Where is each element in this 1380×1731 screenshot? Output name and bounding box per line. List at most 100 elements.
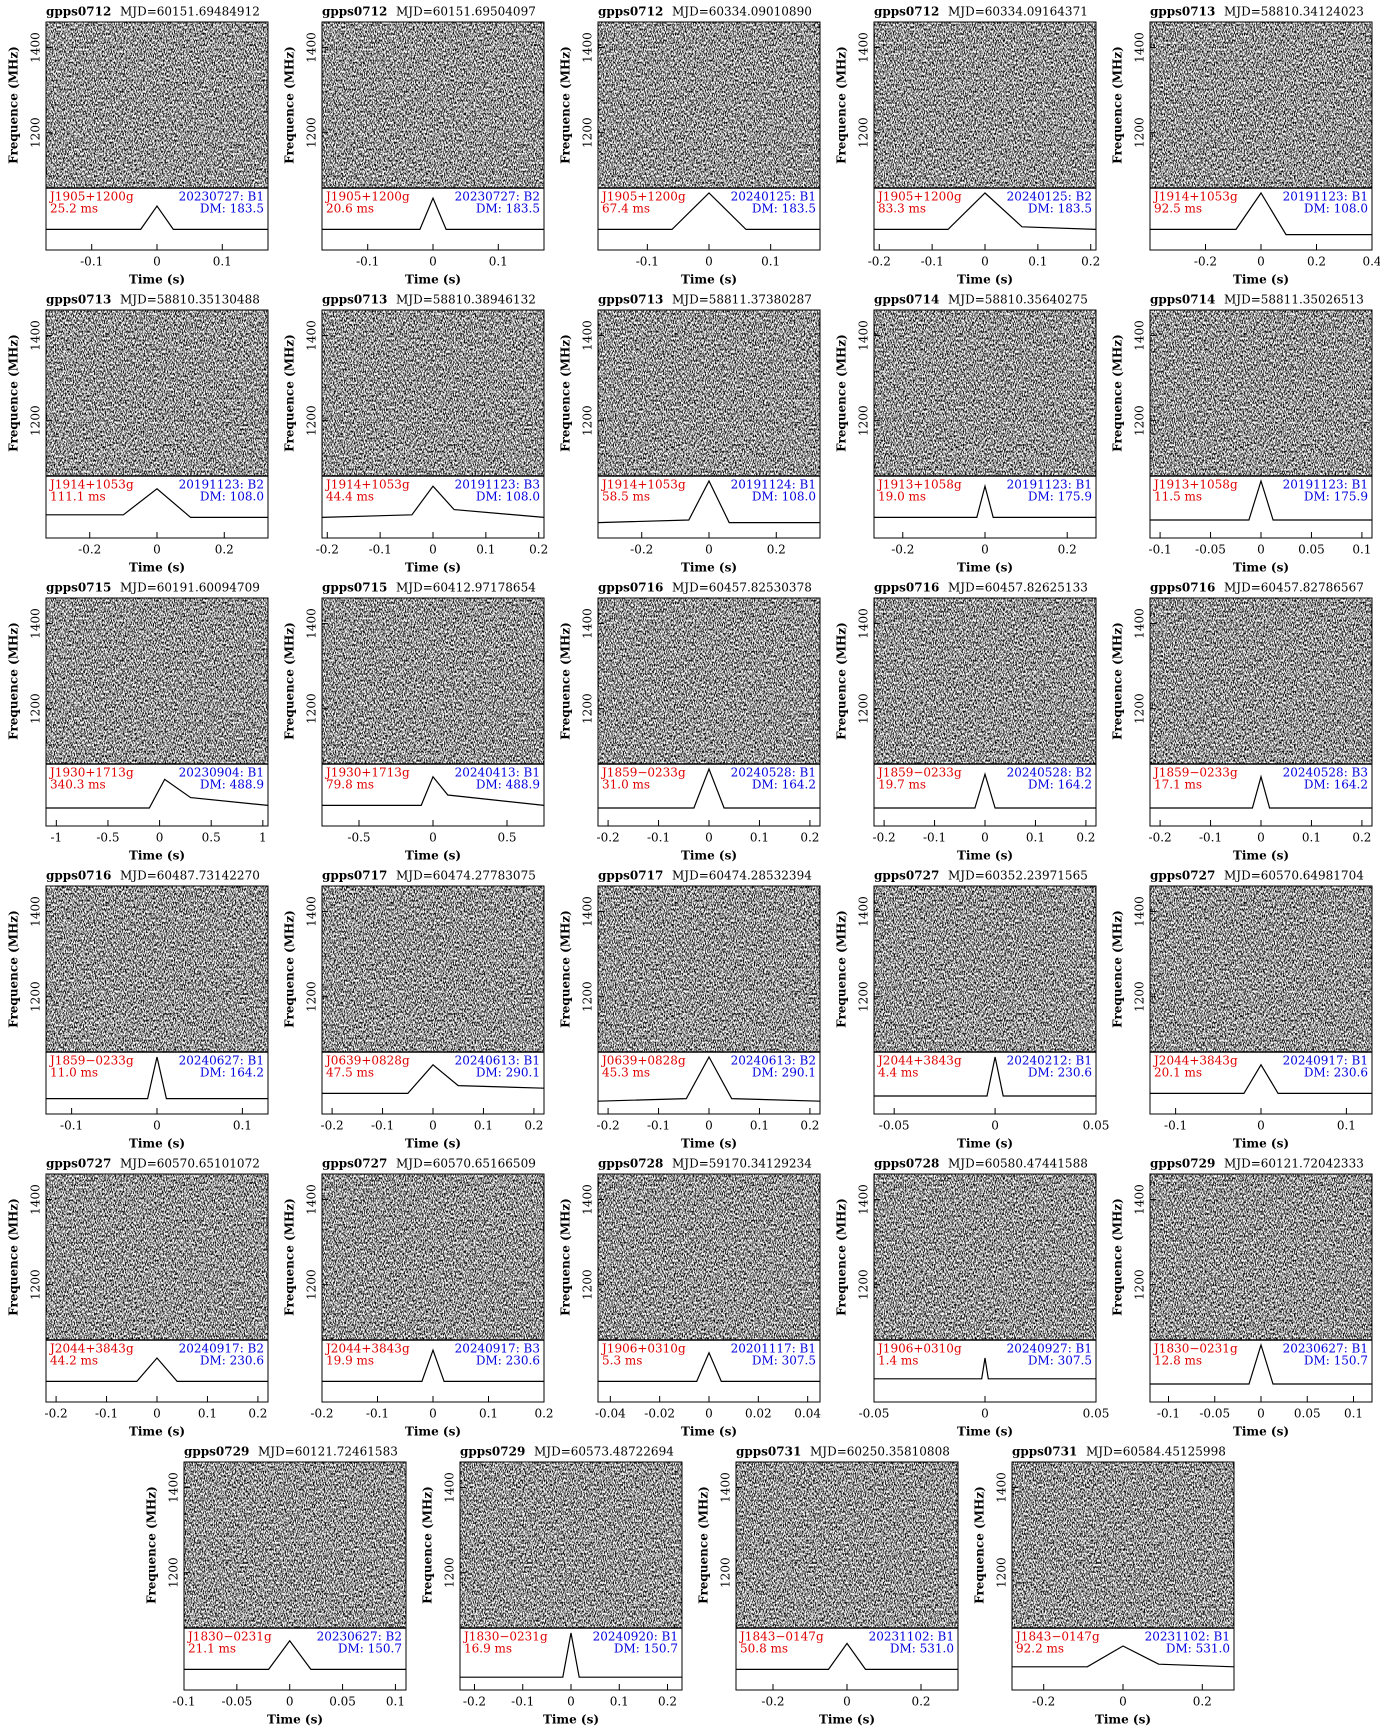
source-name: J1905+1200g [48, 190, 134, 204]
mjd: MJD=60191.60094709 [120, 581, 260, 595]
dispersion-measure: DM: 183.5 [752, 202, 816, 216]
x-tick-label: 0.05 [1083, 1119, 1110, 1133]
x-tick-label: 0.1 [1337, 1119, 1356, 1133]
panel: gpps0712 MJD=60151.69484912 1200 1400 Freque… [7, 5, 269, 287]
pulse-width: 92.5 ms [1154, 202, 1202, 216]
x-tick-label: 0 [843, 1695, 851, 1709]
panel: gpps0729 MJD=60121.72042333 1200 1400 Freque… [1111, 1157, 1373, 1439]
x-tick-label: -0.1 [356, 255, 379, 269]
y-tick-label: 1400 [719, 1472, 733, 1503]
pulse-profile [46, 204, 268, 230]
x-tick-label: 0 [429, 543, 437, 557]
x-tick-label: 0.04 [794, 1407, 821, 1421]
x-tick-label: 0.2 [1307, 255, 1326, 269]
mjd: MJD=60412.97178654 [396, 581, 536, 595]
x-tick-label: -0.1 [371, 1119, 394, 1133]
pulse-width: 79.8 ms [326, 778, 374, 792]
obs-date-beam: 20240528: B1 [731, 766, 816, 780]
panel-id: gpps0729 [184, 1445, 249, 1459]
pulse-profile [321, 485, 545, 518]
obs-date-beam: 20230904: B1 [179, 766, 264, 780]
obs-date-beam: 20240627: B1 [179, 1054, 264, 1068]
obs-date-beam: 20240528: B2 [1007, 766, 1092, 780]
panel-id: gpps0716 [874, 581, 939, 595]
y-axis-label: Frequence (MHz) [7, 910, 21, 1028]
x-tick-label: 0 [429, 1119, 437, 1133]
source-name: J1914+1053g [324, 478, 410, 492]
source-name: J1905+1200g [600, 190, 686, 204]
obs-date-beam: 20240920: B1 [593, 1630, 678, 1644]
x-tick-label: 0 [1257, 1407, 1265, 1421]
source-name: J1930+1713g [324, 766, 410, 780]
source-name: J1914+1053g [600, 478, 686, 492]
pulse-width: 17.1 ms [1154, 778, 1202, 792]
panel: gpps0712 MJD=60151.69504097 1200 1400 Freque… [283, 5, 545, 287]
pulse-profile [1150, 478, 1372, 521]
y-axis-label: Frequence (MHz) [1111, 910, 1125, 1028]
y-tick-label: 1200 [29, 117, 43, 148]
dispersion-measure: DM: 290.1 [752, 1066, 816, 1080]
pulse-profile [874, 1056, 1096, 1097]
x-tick-label: 0.1 [1302, 831, 1321, 845]
spectrum-frame [873, 885, 1097, 1115]
dispersion-measure: DM: 183.5 [476, 202, 540, 216]
pulse-profile [598, 767, 820, 809]
mjd: MJD=59170.34129234 [672, 1157, 812, 1171]
mjd: MJD=60334.09164371 [948, 5, 1088, 19]
x-tick-label: -0.1 [1149, 543, 1172, 557]
x-axis-label: Time (s) [957, 1425, 1013, 1439]
panel-id: gpps0727 [46, 1157, 111, 1171]
mjd: MJD=60352.23971565 [948, 869, 1088, 883]
obs-date-beam: 20191123: B3 [455, 478, 540, 492]
panel-id: gpps0716 [1150, 581, 1215, 595]
y-axis-label: Frequence (MHz) [835, 46, 849, 164]
x-axis-label: Time (s) [267, 1713, 323, 1727]
x-tick-label: -0.2 [873, 831, 896, 845]
dispersion-measure: DM: 183.5 [1028, 202, 1092, 216]
x-tick-label: -0.1 [1164, 1119, 1187, 1133]
y-tick-label: 1400 [305, 320, 319, 351]
dispersion-measure: DM: 230.6 [200, 1354, 264, 1368]
panel: gpps0715 MJD=60191.60094709 1200 1400 Freque… [7, 581, 269, 863]
dispersion-measure: DM: 108.0 [476, 490, 540, 504]
x-tick-label: -0.1 [923, 831, 946, 845]
dynamic-spectrum [322, 310, 544, 476]
pulse-width: 5.3 ms [602, 1354, 642, 1368]
source-name: J0639+0828g [324, 1054, 410, 1068]
x-axis-label: Time (s) [681, 561, 737, 575]
dispersion-measure: DM: 488.9 [476, 778, 540, 792]
pulse-width: 11.0 ms [50, 1066, 98, 1080]
x-axis-label: Time (s) [957, 849, 1013, 863]
x-tick-label: 0.1 [213, 255, 232, 269]
mjd: MJD=58811.37380287 [672, 293, 812, 307]
dynamic-spectrum [1150, 886, 1372, 1052]
x-tick-label: 0 [705, 543, 713, 557]
pulse-profile [46, 1357, 268, 1382]
x-tick-label: 0.1 [474, 1119, 493, 1133]
x-tick-label: -0.2 [310, 1407, 333, 1421]
pulse-profile [598, 1351, 820, 1382]
panel: gpps0716 MJD=60457.82530378 1200 1400 Freque… [559, 581, 821, 863]
obs-date-beam: 20240917: B2 [179, 1342, 264, 1356]
x-tick-label: 0.1 [750, 831, 769, 845]
y-tick-label: 1200 [857, 405, 871, 436]
panel-id: gpps0727 [1150, 869, 1215, 883]
x-tick-label: 0 [981, 255, 989, 269]
dispersion-measure: DM: 164.2 [1028, 778, 1092, 792]
pulse-profile [322, 1063, 545, 1094]
obs-date-beam: 20240613: B2 [731, 1054, 816, 1068]
x-tick-label: 0.5 [202, 831, 221, 845]
x-axis-label: Time (s) [681, 273, 737, 287]
dispersion-measure: DM: 108.0 [1304, 202, 1368, 216]
x-tick-label: 0 [981, 831, 989, 845]
panel-id: gpps0715 [322, 581, 387, 595]
panel: gpps0731 MJD=60584.45125998 1200 1400 Freque… [973, 1445, 1235, 1727]
dynamic-spectrum [736, 1462, 958, 1628]
obs-date-beam: 20230727: B2 [455, 190, 540, 204]
y-axis-label: Frequence (MHz) [835, 1198, 849, 1316]
y-tick-label: 1400 [857, 1184, 871, 1215]
x-tick-label: 0 [156, 831, 164, 845]
pulse-width: 20.1 ms [1154, 1066, 1202, 1080]
panel: gpps0716 MJD=60457.82786567 1200 1400 Freque… [1111, 581, 1373, 863]
pulse-profile [46, 488, 268, 518]
